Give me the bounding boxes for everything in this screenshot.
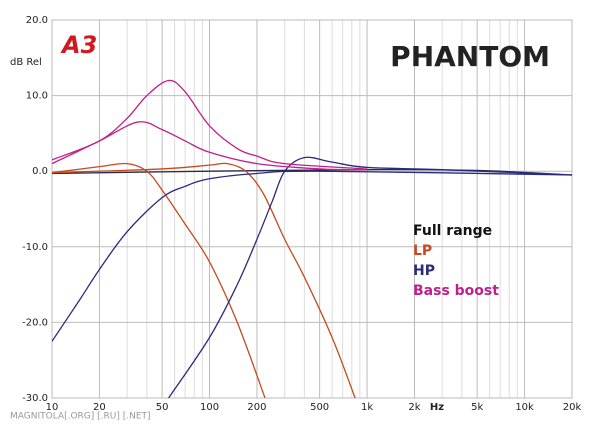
curve <box>52 79 368 170</box>
curve <box>168 156 572 398</box>
x-tick-label: 5k <box>471 402 483 413</box>
curve <box>52 162 356 398</box>
x-tick-label: 20 <box>93 402 106 413</box>
y-tick-label: 10.0 <box>26 91 48 102</box>
y-tick-label: -10.0 <box>22 242 48 253</box>
y-tick-label: 0.0 <box>32 166 48 177</box>
plot-frame <box>51 19 573 399</box>
x-tick-label: 10k <box>515 402 534 413</box>
legend-entry: LP <box>413 243 432 259</box>
logo: A3 <box>60 31 97 59</box>
legend-entry: Full range <box>413 223 492 239</box>
y-tick-label: 20.0 <box>26 15 48 26</box>
x-tick-label: 20k <box>563 402 582 413</box>
x-tick-label: 100 <box>200 402 219 413</box>
y-tick-label: -30.0 <box>22 393 48 404</box>
x-tick-label: 200 <box>247 402 266 413</box>
x-tick-label: 50 <box>156 402 169 413</box>
y-axis-label: dB Rel <box>10 57 42 68</box>
curve <box>52 162 266 398</box>
legend-entry: Bass boost <box>413 283 499 299</box>
y-tick-label: -20.0 <box>22 317 48 328</box>
watermark: MAGNITOLA[.ORG] [.RU] [.NET] <box>10 412 151 422</box>
chart-title: PHANTOM <box>390 40 550 73</box>
legend-entry: HP <box>413 263 435 279</box>
x-tick-label: 1k <box>361 402 373 413</box>
curve <box>52 121 368 171</box>
x-tick-label: 2k <box>408 402 420 413</box>
x-tick-label: 10 <box>46 402 59 413</box>
x-axis-label: Hz <box>430 402 444 413</box>
curve <box>52 170 572 342</box>
x-tick-label: 500 <box>310 402 329 413</box>
grid <box>51 19 573 399</box>
